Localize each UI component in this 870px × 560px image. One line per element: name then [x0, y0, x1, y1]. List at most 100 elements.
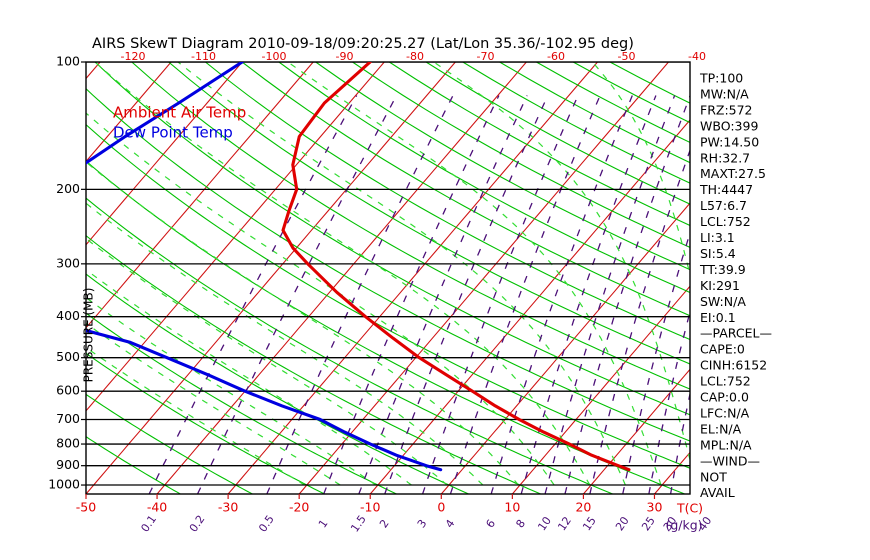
top-temp-tick-label: -50: [618, 50, 636, 63]
sidebar-stat-entry: MAXT:27.5: [700, 166, 766, 181]
sidebar-stat-entry: RH:32.7: [700, 150, 750, 165]
legend-ambient-label: Ambient Air Temp: [113, 104, 246, 122]
svg-text:4: 4: [443, 517, 458, 530]
isotherm-line: [86, 62, 385, 412]
dry-adiabat-line: [86, 436, 181, 494]
isotherm-line: [582, 368, 690, 494]
mixing-ratio-tick-label: 0.2: [187, 513, 208, 535]
mixing-ratio-line: [421, 95, 579, 494]
isotherm-line: [0, 62, 29, 494]
top-temp-tick-label: -80: [406, 50, 424, 63]
dry-adiabat-line: [241, 62, 690, 317]
legend-dewpoint-label: Dew Point Temp: [113, 124, 233, 142]
mixing-ratio-tick-label: 0.1: [138, 513, 159, 535]
svg-text:1: 1: [316, 517, 331, 530]
moist-adiabat-line: [86, 346, 305, 486]
dry-adiabat-line: [94, 62, 690, 416]
svg-text:1.5: 1.5: [348, 513, 369, 535]
isotherm-line: [654, 451, 690, 494]
isotherm-line: [797, 62, 870, 494]
bottom-temp-tick-label: 0: [437, 500, 445, 515]
sidebar-stat-entry: PW:14.50: [700, 134, 759, 149]
mixing-ratio-tick-label: 6: [483, 517, 498, 530]
pressure-tick-label: 100: [56, 54, 80, 69]
dry-adiabat-line: [86, 352, 325, 494]
svg-text:0.2: 0.2: [187, 513, 208, 535]
isotherm-line: [227, 62, 598, 494]
pressure-tick-label: 1000: [48, 477, 80, 492]
sidebar-stat-entry: —WIND—: [700, 453, 760, 468]
sidebar-stat-entry: LI:3.1: [700, 230, 735, 245]
moist-adiabat-line: [94, 62, 591, 486]
sidebar-stat-entry: —PARCEL—: [700, 326, 772, 341]
plot-frame: [85, 61, 691, 495]
dry-adiabat-line: [86, 393, 253, 494]
moist-adiabat-line: [433, 62, 690, 463]
mixing-ratio-tick-label: 15: [580, 514, 599, 533]
bottom-temp-tick-label: -50: [76, 500, 96, 515]
mixing-ratio-tick-label: 10: [535, 514, 554, 533]
page-title: AIRS SkewT Diagram 2010-09-18/09:20:25.2…: [92, 36, 634, 52]
sidebar-stat-entry: L57:6.7: [700, 198, 747, 213]
svg-text:12: 12: [555, 514, 574, 533]
isotherm-line: [511, 285, 690, 494]
svg-text:0.1: 0.1: [138, 513, 159, 535]
pressure-tick-label: 900: [56, 457, 80, 472]
mixing-ratio-tick-label: 20: [613, 514, 632, 533]
moist-adiabat-line: [86, 161, 519, 486]
mixing-ratio-line: [449, 95, 601, 494]
sidebar-stat-entry: CAPE:0: [700, 342, 745, 357]
profile-curves: [86, 62, 631, 472]
mixing-ratio-line: [490, 95, 633, 494]
sidebar-stat-entry: LCL:752: [700, 374, 751, 389]
top-temp-tick-label: -120: [121, 50, 146, 63]
svg-text:10: 10: [535, 514, 554, 533]
isotherm-line: [86, 62, 101, 80]
sidebar-stat-entry: AVAIL: [700, 485, 735, 500]
mixing-ratio-tick-label: 0.5: [256, 513, 277, 535]
moist-adiabat-line: [592, 62, 690, 278]
sidebar-stat-entry: MPL:N/A: [700, 437, 752, 452]
dry-adiabat-line: [315, 62, 690, 271]
ambient-temp-curve: [281, 62, 631, 472]
mixing-ratio-line: [520, 95, 657, 494]
bottom-temp-tick-label: -30: [218, 500, 238, 515]
dry-adiabat-line: [425, 62, 690, 205]
mixing-ratio-tick-label: 2: [377, 517, 392, 530]
svg-text:2: 2: [377, 517, 392, 530]
dry-adiabat-line: [352, 62, 690, 248]
moist-adiabat-line: [86, 322, 341, 486]
dry-adiabat-line: [499, 62, 690, 164]
moist-adiabat-line: [86, 112, 555, 486]
mixing-ratio-line: [384, 95, 549, 494]
dry-adiabat-line: [389, 62, 690, 227]
sidebar-stat-entry: SI:5.4: [700, 246, 736, 261]
moist-adiabat-line: [86, 268, 412, 486]
sidebar-stat-entry: TH:4447: [699, 182, 753, 197]
mixing-ratio-tick-label: 4: [443, 517, 458, 530]
bottom-temp-tick-label: -40: [147, 500, 167, 515]
mixing-ratio-tick-label: 25: [639, 514, 658, 533]
mixing-ratio-line: [544, 95, 676, 494]
top-temp-tick-label: -110: [191, 50, 216, 63]
mixing-ratio-line: [358, 95, 528, 494]
grid-lines: [0, 62, 870, 494]
pressure-tick-label: 500: [56, 349, 80, 364]
sidebar-stat-entry: LCL:752: [700, 214, 751, 229]
mixing-ratio-tick-label: 1: [316, 517, 331, 530]
isotherm-line: [86, 62, 243, 246]
mixing-ratio-tick-label: 1.5: [348, 513, 369, 535]
sidebar-stat-entry: NOT: [700, 469, 727, 484]
sidebar-stat-entry: EL:N/A: [700, 421, 742, 436]
top-temp-tick-label: -100: [262, 50, 287, 63]
pressure-axis-title: PRESSURE (MB): [82, 288, 96, 383]
svg-text:8: 8: [513, 517, 528, 530]
bottom-temp-tick-label: 30: [647, 500, 663, 515]
mixing-ratio-line: [148, 95, 358, 494]
dry-adiabat-line: [462, 62, 690, 184]
top-temp-tick-label: -70: [477, 50, 495, 63]
svg-text:3: 3: [415, 517, 430, 530]
sidebar-stat-entry: CAP:0.0: [700, 390, 749, 405]
